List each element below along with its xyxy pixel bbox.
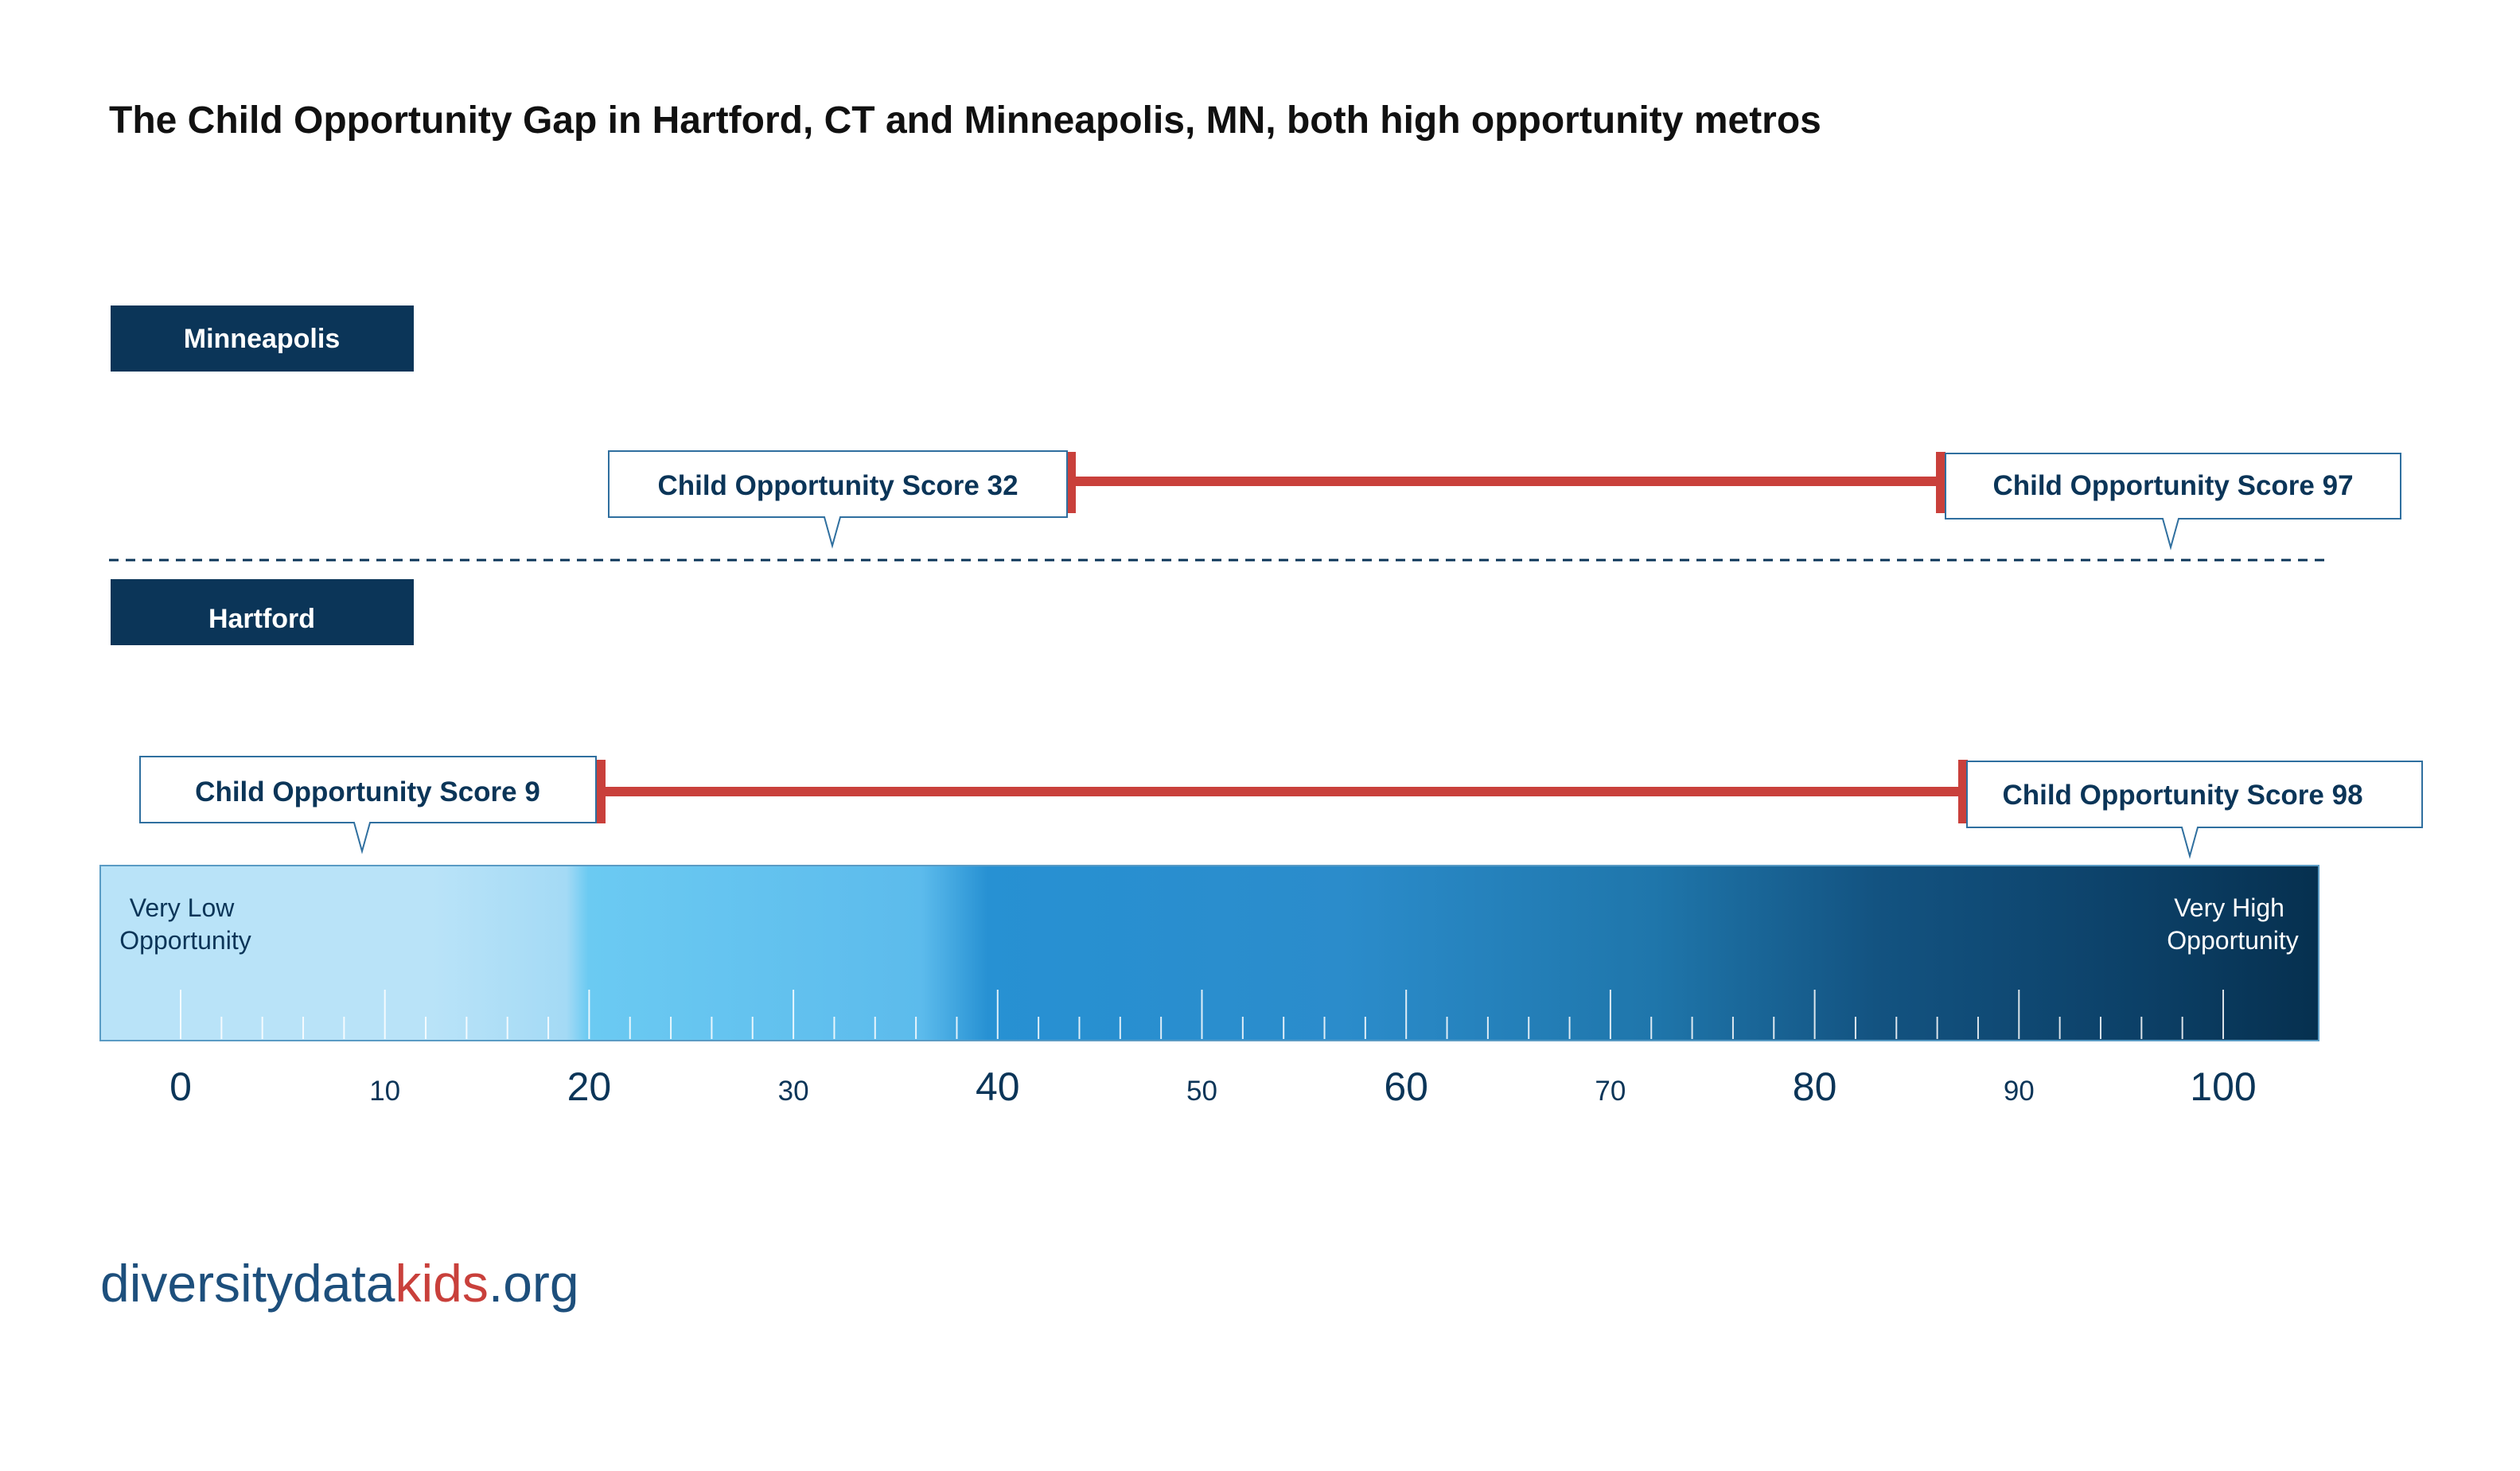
tick-label-10: 10 [369,1076,400,1107]
callout-minneapolis-low-text: Child Opportunity Score 32 [657,470,1018,501]
city-label-hartford-text: Hartford [208,604,315,634]
city-label-minneapolis-text: Minneapolis [184,324,340,354]
tick-label-80: 80 [1793,1064,1837,1109]
scale-label-low: Very Low Opportunity [119,893,251,955]
range-hartford [596,760,1968,823]
opportunity-scale-bar [99,865,2319,1041]
city-label-hartford: Hartford [111,579,414,645]
tick-label-30: 30 [778,1076,809,1107]
tick-label-100: 100 [2190,1064,2256,1109]
tick-label-70: 70 [1595,1076,1626,1107]
city-label-minneapolis: Minneapolis [111,305,414,372]
tick-label-90: 90 [2004,1076,2035,1107]
scale-label-high: Very High Opportunity [2167,893,2298,955]
range-minneapolis [1066,452,1946,513]
tick-label-20: 20 [567,1064,612,1109]
callout-minneapolis-high-text: Child Opportunity Score 97 [1992,470,2353,501]
callout-minneapolis-high: Child Opportunity Score 97 [1945,453,2401,551]
callout-hartford-low: Child Opportunity Score 9 [139,756,597,854]
tick-label-50: 50 [1186,1076,1217,1107]
callout-hartford-high-text: Child Opportunity Score 98 [2002,780,2362,811]
logo-part-accent: kids [395,1254,489,1313]
logo-part-tld: .org [489,1254,579,1313]
callout-minneapolis-low: Child Opportunity Score 32 [608,450,1068,549]
tick-label-40: 40 [976,1064,1020,1109]
logo-part-main: diversitydata [100,1254,395,1313]
callout-hartford-high: Child Opportunity Score 98 [1966,761,2423,859]
tick-label-0: 0 [169,1064,192,1109]
scale-tick-marks [180,990,2224,1039]
callout-hartford-low-text: Child Opportunity Score 9 [195,776,540,807]
chart-title: The Child Opportunity Gap in Hartford, C… [109,99,1821,142]
scale-tick-labels: 0 20 40 60 80 100 10 30 50 70 90 [169,1064,2257,1109]
site-logo: diversitydatakids.org [100,1254,579,1313]
tick-label-60: 60 [1384,1064,1428,1109]
